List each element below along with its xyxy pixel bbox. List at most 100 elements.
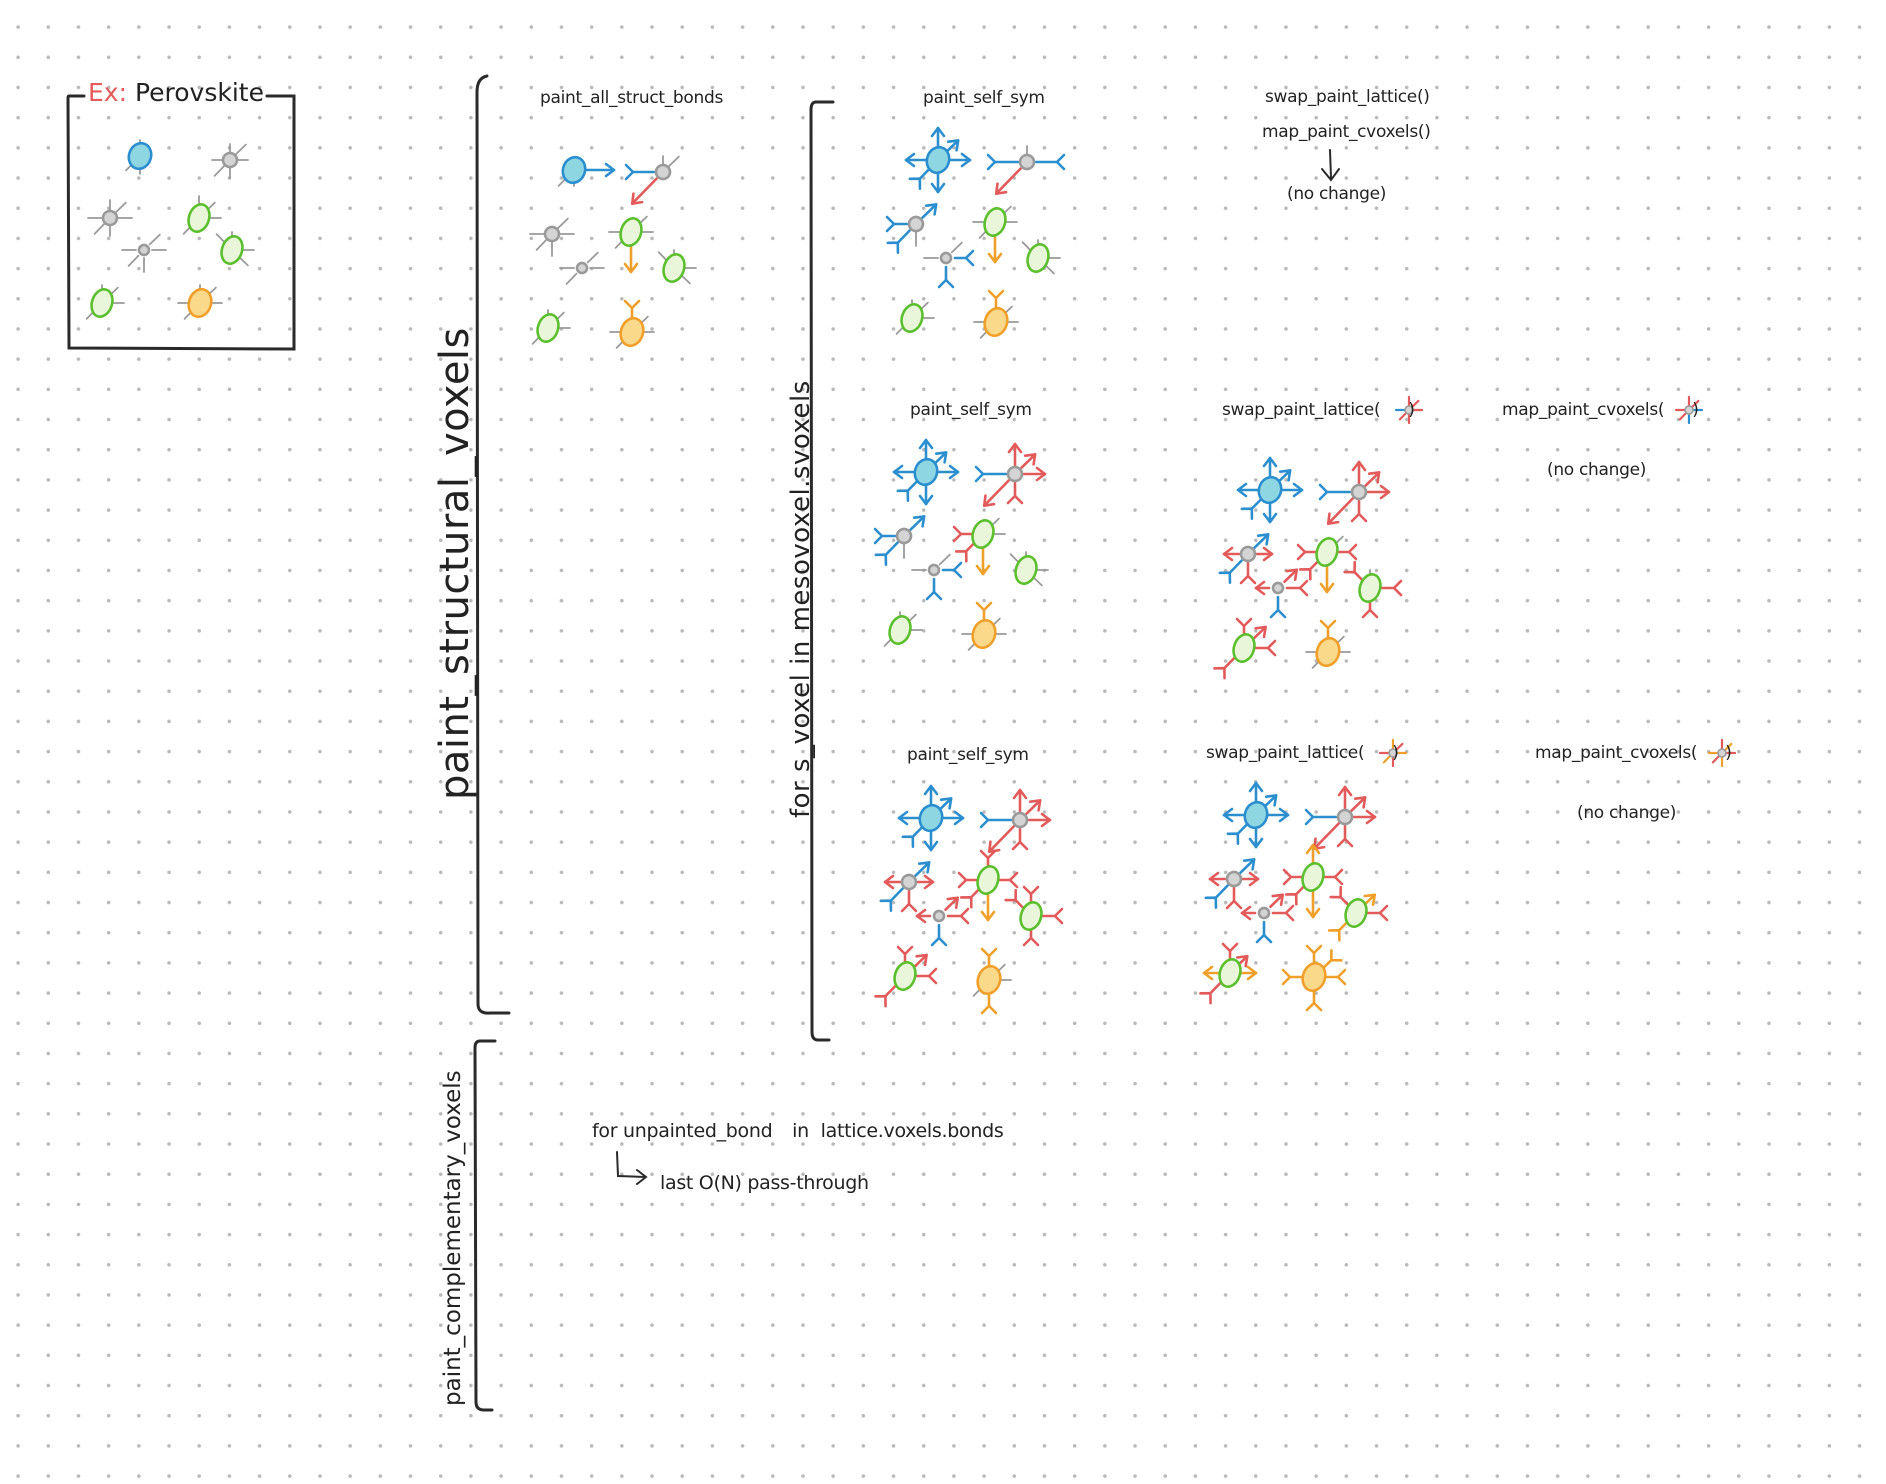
bond-fork: [889, 887, 905, 903]
voxel-node: [1254, 568, 1309, 619]
label-map-paint-cvoxels-3: map_paint_cvoxels(): [1535, 743, 1732, 763]
voxel-node: [1021, 239, 1061, 275]
fork-head: [974, 465, 985, 483]
bond-line: [950, 241, 963, 254]
green-atom: [983, 207, 1007, 237]
cyan-atom: [1243, 800, 1269, 830]
complementary-line-1: for unpainted_bond in lattice.voxels.bon…: [592, 1120, 1004, 1142]
hook-arrow: [616, 1151, 648, 1185]
fork-head: [952, 561, 963, 579]
green-atom: [1232, 633, 1256, 663]
fork-head: [959, 907, 970, 925]
green-atom: [1014, 555, 1038, 585]
fork-head: [901, 835, 915, 848]
grays-atom: [137, 243, 151, 257]
voxel-node: [1305, 619, 1351, 669]
bond-arrow: [1312, 822, 1340, 850]
section-complementary-label: paint_complementary_voxels: [440, 1070, 466, 1406]
green-atom: [1315, 537, 1339, 567]
fork-head: [1296, 543, 1307, 561]
bond-arrow: [1269, 893, 1285, 909]
voxel-node: [957, 849, 1019, 922]
fork-head: [1221, 942, 1239, 953]
fork-head: [1281, 968, 1292, 986]
orange-atom: [1315, 636, 1341, 668]
mini-node-icon: [1674, 395, 1704, 425]
bond-arrow: [1025, 799, 1042, 816]
arrow-head: [1222, 807, 1234, 823]
arrow-head: [1236, 482, 1248, 498]
orange-atom: [1301, 961, 1327, 993]
orange-atom: [971, 618, 997, 650]
map-2-close: ): [1692, 400, 1699, 420]
green-atom: [662, 253, 686, 283]
voxel-node: [873, 515, 926, 566]
fork-head: [623, 299, 641, 310]
arrow-head: [1240, 905, 1252, 921]
fork-head: [1336, 968, 1347, 986]
arrow-head: [883, 874, 895, 890]
fork-head: [1226, 832, 1240, 845]
label-paint-self-sym-2: paint_self_sym: [910, 400, 1032, 420]
complementary-line-2: last O(N) pass-through: [660, 1172, 869, 1194]
green-atom: [1358, 573, 1382, 603]
fork-head: [1008, 871, 1019, 889]
bond-arrow: [921, 203, 938, 219]
arrow-head: [918, 494, 934, 506]
green-atom: [1301, 862, 1325, 892]
voxel-node: [624, 155, 680, 205]
in-keyword: in: [792, 1120, 809, 1142]
fork-head: [1327, 928, 1341, 942]
arrow-head: [1256, 533, 1270, 546]
fork-head: [1336, 837, 1354, 848]
voxel-node: [1327, 885, 1389, 942]
arrow-head: [1292, 482, 1304, 498]
fork-head: [1378, 904, 1389, 922]
voxel-node: [85, 284, 125, 320]
arrow-head: [1254, 580, 1266, 596]
arrow-head: [948, 464, 960, 480]
bond-fork: [1228, 559, 1243, 575]
cyan-atom: [1257, 475, 1283, 505]
voxel-node: [529, 217, 575, 257]
grays-atom: [927, 563, 941, 577]
fork-head: [1298, 567, 1312, 581]
fork-head: [624, 163, 635, 181]
label-paint-self-sym-1: paint_self_sym: [923, 88, 1045, 108]
cyan-atom: [561, 155, 587, 185]
fork-head: [908, 177, 922, 190]
bond-line: [565, 272, 578, 285]
arrow-head: [994, 182, 1008, 195]
green-atom: [1019, 901, 1043, 931]
arrow-head: [897, 810, 909, 826]
gray-atom: [907, 215, 925, 233]
mini-node-icon: [1378, 738, 1408, 768]
gray-atom: [654, 163, 672, 181]
gray-atom: [1350, 483, 1368, 501]
voxel-node: [1218, 533, 1274, 585]
voxel-node: [885, 203, 938, 254]
arrow-head: [980, 910, 996, 922]
arrow-head: [939, 797, 953, 810]
fork-head: [1329, 885, 1343, 899]
fork-head: [1204, 896, 1218, 909]
arrow-head: [1351, 460, 1367, 472]
voxel-node: [897, 784, 965, 852]
gray-atom: [1225, 870, 1243, 888]
arrow-head: [1242, 858, 1256, 871]
fork-head: [1329, 948, 1343, 962]
arrow-head: [953, 810, 965, 826]
fork-head: [930, 936, 948, 947]
arrow-head: [923, 874, 935, 890]
arrow-head: [1262, 512, 1278, 524]
bond-arrow: [1364, 471, 1381, 488]
gray-atom: [221, 151, 239, 169]
fork-head: [1333, 868, 1344, 886]
arrow-head: [1278, 469, 1292, 482]
fork-head: [1347, 543, 1358, 561]
fork-head: [964, 249, 975, 267]
gray-atom: [895, 527, 913, 545]
fork-head: [1213, 666, 1226, 680]
down-arrow: [1321, 149, 1340, 182]
voxel-node: [1240, 893, 1295, 944]
